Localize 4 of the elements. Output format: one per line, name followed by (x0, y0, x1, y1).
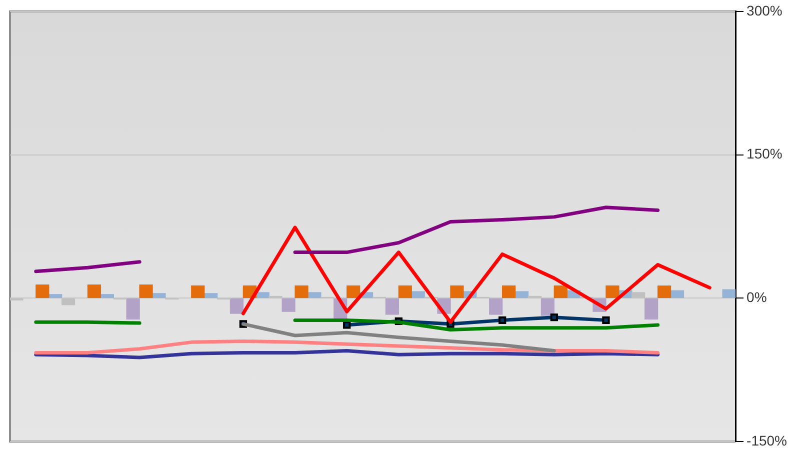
y-tick-label: 150% (746, 146, 782, 162)
y-tick-label: 300% (746, 2, 782, 18)
y-tick-label: 0% (746, 289, 767, 306)
y-tick-label: -150% (746, 432, 787, 448)
